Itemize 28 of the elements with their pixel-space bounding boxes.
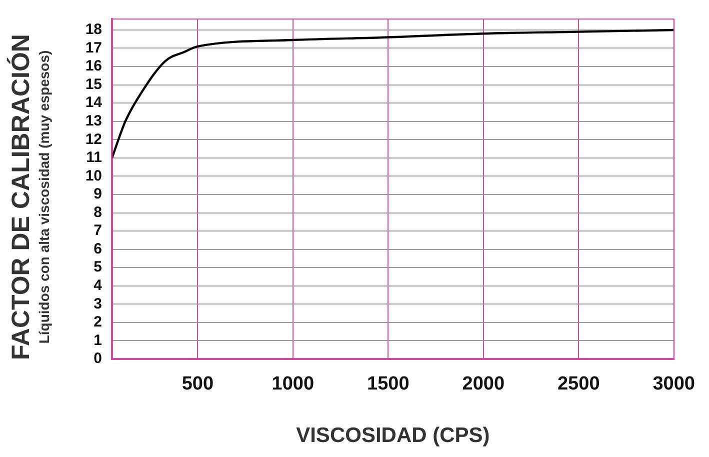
x-tick-label: 3000 <box>652 374 696 395</box>
y-tick-label: 9 <box>94 186 102 203</box>
y-tick-label: 17 <box>85 39 102 56</box>
y-tick-label: 1 <box>94 332 102 349</box>
y-tick-label: 4 <box>94 277 103 294</box>
y-tick-label: 7 <box>94 222 102 240</box>
y-tick-label: 18 <box>85 21 102 38</box>
x-tick-label: 2000 <box>462 374 505 395</box>
y-tick-label: 12 <box>85 130 102 148</box>
y-tick-label: 16 <box>85 58 102 75</box>
x-tick-label: 1000 <box>272 374 314 395</box>
y-tick-label: 14 <box>85 94 103 112</box>
y-axis-title: FACTOR DE CALIBRACIÓN Líquidos con alta viscosidad (muy espesos) <box>6 34 52 360</box>
x-tick-label: 2500 <box>557 374 600 395</box>
x-axis-title: VISCOSIDAD (CPS) <box>296 424 490 448</box>
y-tick-label: 11 <box>86 149 102 166</box>
y-tick-label: 13 <box>85 112 102 130</box>
y-tick-label: 8 <box>94 204 102 221</box>
y-tick-label: 3 <box>94 295 102 312</box>
y-tick-label: 10 <box>85 167 102 184</box>
y-tick-label: 6 <box>94 240 102 258</box>
x-tick-label: 1500 <box>367 374 410 395</box>
y-tick-label: 5 <box>94 258 102 276</box>
y-tick-label: 0 <box>94 350 102 368</box>
y-tick-label: 15 <box>85 76 102 93</box>
y-tick-label: 2 <box>94 314 102 331</box>
line-series <box>112 28 674 160</box>
x-tick-label: 500 <box>182 374 214 395</box>
